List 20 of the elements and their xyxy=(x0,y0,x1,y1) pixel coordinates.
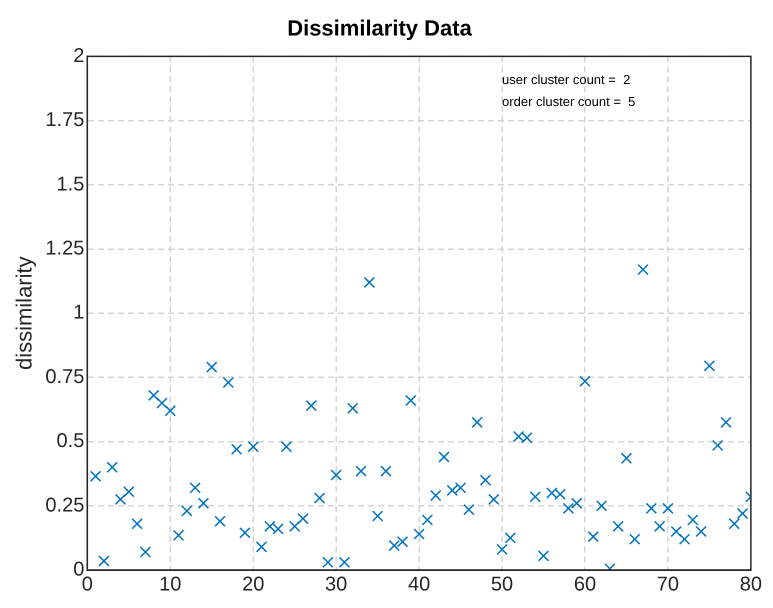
y-tick-label: 1.5 xyxy=(56,173,84,196)
chart-title: Dissimilarity Data xyxy=(287,15,473,40)
y-tick-label: 2 xyxy=(73,44,84,67)
x-tick-label: 40 xyxy=(408,574,430,596)
y-tick-label: 0.5 xyxy=(56,430,84,452)
x-tick-label: 80 xyxy=(740,574,762,596)
y-tick-label: 1.75 xyxy=(45,109,84,132)
x-tick-label: 70 xyxy=(656,574,680,596)
annotation: order cluster count = 5 xyxy=(502,94,636,109)
y-tick-label: 1.25 xyxy=(45,238,84,260)
y-tick-label: 0.25 xyxy=(45,494,84,516)
x-tick-label: 30 xyxy=(325,574,348,596)
x-tick-label: 20 xyxy=(242,574,264,596)
y-tick-label: 0.75 xyxy=(45,366,84,388)
y-tick-label: 1 xyxy=(73,302,84,324)
annotation: user cluster count = 2 xyxy=(502,72,630,87)
x-tick-label: 50 xyxy=(490,574,514,596)
y-axis-title: dissimilarity xyxy=(11,256,36,370)
x-tick-label: 10 xyxy=(159,574,182,596)
x-tick-label: 60 xyxy=(574,574,596,596)
